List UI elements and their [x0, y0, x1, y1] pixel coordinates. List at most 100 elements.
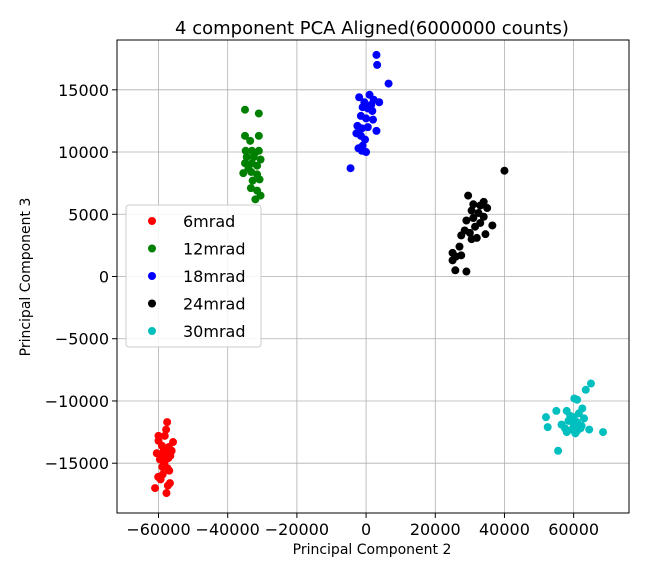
legend-label: 30mrad [183, 322, 245, 341]
data-point [255, 175, 264, 184]
y-tick-label: −15000 [45, 454, 109, 473]
data-point [373, 60, 382, 69]
data-point [241, 105, 249, 114]
legend-marker [148, 217, 156, 225]
y-tick-label: 5000 [68, 205, 109, 224]
data-point [248, 176, 257, 185]
data-point [599, 428, 608, 437]
legend-label: 12mrad [183, 240, 245, 259]
data-point [372, 50, 381, 59]
data-point [151, 484, 160, 493]
legend-marker [148, 299, 156, 308]
data-point [166, 451, 175, 460]
x-tick-label: 60000 [548, 520, 599, 539]
x-tick-label: 20000 [410, 520, 461, 539]
data-point [254, 131, 263, 140]
data-point [368, 106, 377, 115]
y-tick-label: 0 [99, 268, 109, 287]
data-point [246, 184, 255, 193]
data-point [541, 413, 550, 422]
legend-item: 6mrad [148, 212, 235, 231]
data-point [158, 462, 167, 471]
data-point [465, 228, 474, 237]
data-point [481, 230, 490, 239]
data-point [500, 166, 509, 175]
data-point [469, 213, 478, 222]
x-tick-label: −60000 [126, 520, 190, 539]
data-point [448, 256, 457, 265]
legend-item: 30mrad [148, 322, 245, 341]
data-point [585, 425, 594, 434]
data-point [384, 79, 393, 88]
data-point [372, 126, 381, 135]
data-point [471, 222, 480, 231]
data-point [251, 195, 260, 204]
data-point [483, 204, 492, 213]
x-axis-ticks: −60000 −40000 −20000 0 20000 40000 60000 [126, 513, 599, 539]
data-point [369, 115, 377, 124]
data-point [361, 135, 370, 144]
x-tick-label: −40000 [196, 520, 260, 539]
legend-label: 18mrad [183, 267, 245, 286]
data-point [464, 191, 473, 200]
data-point [479, 212, 488, 221]
series-6mrad [151, 418, 178, 498]
legend: 6mrad 12mrad 18mrad 24mrad 30mrad [125, 204, 262, 348]
data-point [156, 475, 165, 484]
data-point [552, 406, 561, 415]
data-point [161, 445, 170, 454]
data-point [355, 93, 364, 102]
data-point [162, 425, 171, 434]
data-point [362, 114, 371, 123]
x-tick-label: 0 [361, 520, 371, 539]
x-axis-label: Principal Component 2 [293, 542, 452, 558]
series-18mrad [346, 50, 393, 173]
data-point [239, 169, 248, 178]
data-point [165, 466, 174, 475]
legend-item: 24mrad [148, 295, 245, 314]
data-point [256, 155, 265, 164]
data-point [462, 267, 471, 276]
x-tick-label: −20000 [265, 520, 329, 539]
legend-marker [148, 272, 156, 280]
chart-title: 4 component PCA Aligned(6000000 counts) [175, 18, 569, 39]
data-point [241, 146, 250, 155]
data-point [476, 201, 485, 210]
data-point [246, 136, 255, 145]
data-point [469, 200, 478, 209]
y-tick-label: 10000 [58, 143, 109, 162]
data-point [570, 394, 579, 403]
data-point [580, 414, 589, 423]
data-point [160, 431, 169, 440]
legend-label: 24mrad [183, 295, 245, 314]
data-point [163, 418, 172, 427]
data-point [581, 385, 590, 394]
legend-marker [148, 327, 156, 335]
data-point [451, 266, 460, 275]
y-axis-label: Principal Component 3 [18, 198, 34, 357]
data-point [253, 161, 262, 170]
data-point [241, 131, 249, 140]
data-point [577, 421, 586, 430]
data-point [554, 446, 563, 455]
y-tick-label: −10000 [45, 392, 109, 411]
data-point [467, 206, 476, 215]
y-tick-label: 15000 [58, 81, 109, 100]
data-point [244, 164, 253, 173]
data-point [543, 423, 552, 432]
data-point [457, 251, 466, 260]
data-point [375, 98, 384, 107]
data-point [346, 164, 355, 173]
legend-label: 6mrad [183, 212, 235, 231]
series-30mrad [541, 379, 608, 455]
x-tick-label: 40000 [479, 520, 530, 539]
data-point [462, 216, 471, 225]
data-point [586, 379, 595, 388]
data-points [151, 50, 608, 498]
data-point [571, 429, 580, 438]
data-point [250, 149, 259, 158]
data-point [457, 231, 466, 240]
legend-marker [148, 244, 156, 253]
y-tick-label: −5000 [55, 330, 109, 349]
